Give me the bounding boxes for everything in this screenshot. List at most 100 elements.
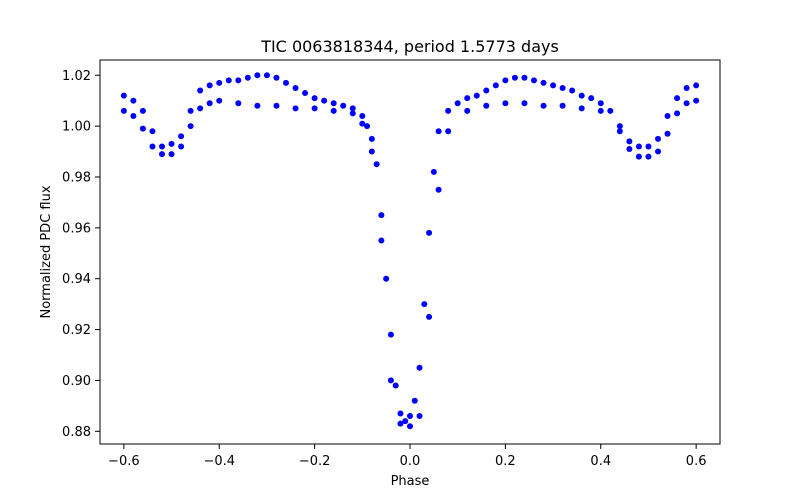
data-point	[421, 301, 428, 308]
data-point	[139, 125, 146, 132]
data-point	[349, 110, 356, 117]
y-axis-label: Normalized PDC flux	[39, 185, 54, 318]
data-point	[588, 95, 595, 102]
data-point	[321, 97, 328, 104]
data-point	[178, 143, 185, 150]
data-point	[397, 420, 404, 427]
data-point	[464, 107, 471, 114]
data-point	[149, 128, 156, 135]
data-point	[430, 168, 437, 175]
data-point	[311, 105, 318, 112]
x-axis-ticks: −0.6 −0.4 −0.2 0.0 0.2 0.4 0.6	[108, 444, 706, 469]
data-point	[411, 397, 418, 404]
data-point	[683, 100, 690, 107]
data-point	[559, 84, 566, 91]
data-point	[168, 140, 175, 147]
data-point	[225, 77, 232, 84]
data-point	[483, 87, 490, 94]
data-point	[502, 77, 509, 84]
data-point	[402, 418, 409, 425]
data-point	[235, 100, 242, 107]
data-point	[368, 135, 375, 142]
data-point	[340, 102, 347, 109]
y-tick-label: 0.92	[62, 323, 91, 338]
data-point	[531, 77, 537, 84]
data-point	[540, 102, 547, 109]
data-point	[616, 128, 623, 135]
data-point	[292, 105, 299, 112]
data-point	[597, 100, 604, 107]
data-point	[178, 133, 185, 140]
data-point	[435, 128, 442, 135]
y-tick-label: 1.02	[62, 69, 91, 84]
data-point	[120, 107, 127, 114]
y-tick-label: 0.96	[62, 221, 91, 236]
x-tick-label: −0.6	[108, 454, 140, 469]
y-tick-label: 0.94	[62, 272, 91, 287]
data-point	[626, 146, 633, 153]
y-tick-label: 0.98	[62, 170, 91, 185]
data-point	[254, 72, 261, 79]
data-point	[273, 102, 280, 109]
plot-frame	[99, 59, 721, 445]
data-point	[149, 143, 156, 150]
data-point	[416, 413, 423, 420]
data-point	[359, 120, 366, 127]
data-point	[597, 107, 604, 114]
data-point	[387, 377, 394, 384]
data-point	[473, 92, 480, 99]
data-point	[635, 143, 642, 150]
data-point	[521, 100, 528, 107]
data-point	[426, 313, 433, 320]
data-point	[120, 92, 127, 99]
data-point	[626, 138, 633, 145]
data-point	[435, 186, 442, 193]
data-point	[330, 100, 337, 107]
data-point	[378, 237, 385, 244]
data-point	[359, 112, 366, 119]
data-point	[373, 161, 380, 168]
y-tick-label: 0.88	[62, 425, 91, 440]
data-point	[483, 102, 490, 109]
data-point	[159, 151, 165, 158]
data-point	[216, 97, 223, 104]
y-axis-ticks: 0.88 0.90 0.92 0.94 0.96 0.98 1.00 1.02	[62, 69, 100, 440]
data-point	[635, 153, 642, 160]
data-point	[254, 102, 261, 109]
data-point	[674, 95, 681, 102]
x-tick-label: 0.6	[686, 454, 707, 469]
data-point	[454, 100, 461, 107]
data-point	[511, 74, 518, 81]
x-tick-label: 0.0	[400, 454, 421, 469]
data-point	[693, 82, 700, 89]
chart-title: TIC 0063818344, period 1.5773 days	[260, 37, 559, 56]
data-point	[655, 148, 661, 155]
data-point	[540, 79, 547, 86]
data-point	[664, 112, 671, 119]
data-point	[492, 82, 499, 89]
data-point	[330, 107, 337, 114]
data-point	[263, 72, 270, 79]
data-point	[426, 229, 433, 236]
data-point	[578, 105, 585, 112]
data-point	[387, 331, 394, 338]
y-tick-label: 0.90	[62, 374, 91, 389]
data-point	[645, 143, 652, 150]
data-point	[292, 84, 299, 91]
data-point	[521, 74, 528, 81]
data-point	[302, 90, 309, 97]
data-point	[416, 364, 423, 371]
data-point	[655, 135, 661, 142]
data-point	[206, 100, 213, 107]
data-point	[273, 74, 280, 81]
data-point	[392, 382, 399, 389]
data-point	[364, 123, 371, 130]
data-point	[616, 123, 623, 130]
data-point	[464, 95, 471, 102]
data-point	[445, 128, 452, 135]
x-tick-label: −0.2	[299, 454, 331, 469]
data-points	[120, 72, 700, 430]
x-tick-label: 0.2	[495, 454, 516, 469]
data-point	[139, 107, 146, 114]
